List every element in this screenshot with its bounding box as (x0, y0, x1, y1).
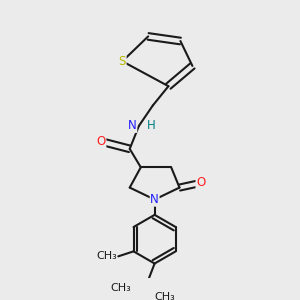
Text: O: O (97, 135, 106, 148)
Text: CH₃: CH₃ (96, 251, 117, 261)
Text: N: N (128, 119, 137, 132)
Text: CH₃: CH₃ (154, 292, 176, 300)
Text: CH₃: CH₃ (110, 284, 131, 293)
Text: O: O (196, 176, 205, 190)
Text: H: H (147, 119, 156, 132)
Text: S: S (119, 55, 126, 68)
Text: N: N (150, 193, 159, 206)
